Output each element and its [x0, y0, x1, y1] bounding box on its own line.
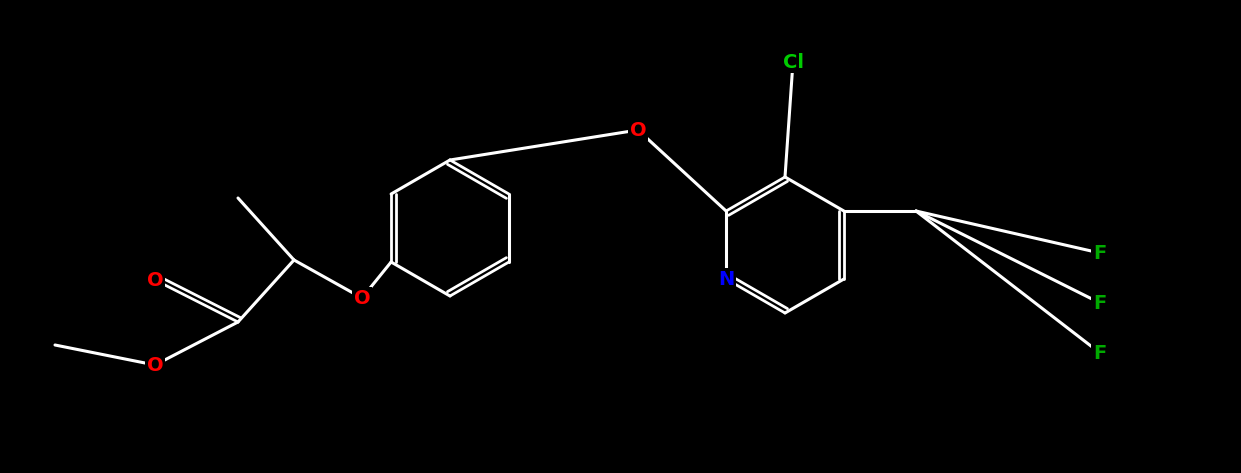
- Text: O: O: [146, 271, 164, 289]
- Text: O: O: [354, 289, 370, 307]
- Text: F: F: [1093, 343, 1107, 362]
- Text: F: F: [1093, 294, 1107, 313]
- Text: N: N: [719, 270, 735, 289]
- Text: F: F: [1093, 244, 1107, 263]
- Text: O: O: [146, 356, 164, 375]
- Text: Cl: Cl: [783, 53, 803, 71]
- Text: O: O: [629, 121, 647, 140]
